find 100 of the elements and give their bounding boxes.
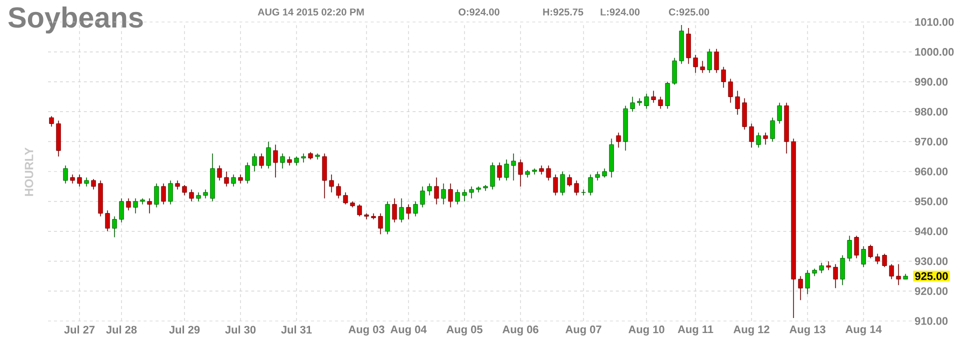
x-tick-label: Aug 14 xyxy=(846,326,882,336)
candlestick xyxy=(266,141,271,169)
candlestick xyxy=(469,186,474,199)
candlestick xyxy=(588,174,593,196)
x-tick-label: Aug 10 xyxy=(628,326,664,336)
y-tick-label: 930.00 xyxy=(914,257,948,266)
chart-title: Soybeans xyxy=(8,6,143,34)
x-tick-label: Aug 13 xyxy=(790,326,826,336)
y-tick-label: 990.00 xyxy=(914,78,948,86)
chart-subtitle: AUG 14 2015 02:20 PM xyxy=(258,8,364,16)
candlestick xyxy=(700,60,705,74)
text: 925.00 xyxy=(915,272,948,280)
candlestick xyxy=(721,66,726,88)
candlestick xyxy=(735,90,740,116)
candlestick xyxy=(217,165,222,181)
candlestick xyxy=(231,174,236,187)
candlestick xyxy=(644,93,649,110)
x-tick-label: Aug 12 xyxy=(734,326,770,336)
y-tick-label: 980.00 xyxy=(914,108,948,116)
candlestick xyxy=(420,186,425,208)
candlestick xyxy=(133,198,138,214)
candlestick xyxy=(714,48,719,74)
candlestick xyxy=(455,189,460,205)
candlestick xyxy=(637,98,642,106)
candlestick xyxy=(847,235,852,262)
text: L:924.00 xyxy=(600,8,640,16)
x-tick-label: Jul 29 xyxy=(169,326,200,334)
candlestick xyxy=(462,189,467,202)
candlestick xyxy=(504,159,509,181)
candlestick xyxy=(658,96,663,110)
candlestick xyxy=(742,98,747,130)
text: H:925.75 xyxy=(543,8,584,16)
x-tick-label: Jul 27 xyxy=(64,326,95,334)
candlestick xyxy=(168,180,173,205)
candlestick xyxy=(301,153,306,163)
candlestick xyxy=(378,212,383,235)
candlestick xyxy=(553,174,558,196)
candlestick xyxy=(126,198,131,211)
candlestick xyxy=(777,102,782,124)
candlestick xyxy=(567,174,572,187)
candlestick xyxy=(826,260,831,271)
candlestick xyxy=(581,189,586,196)
x-tick-label: Aug 03 xyxy=(348,326,384,336)
x-tick-label: Aug 07 xyxy=(566,326,602,336)
candlestick xyxy=(91,178,96,190)
x-tick-label: Jul 31 xyxy=(281,326,312,334)
candlestick xyxy=(448,183,453,208)
candlestick xyxy=(770,117,775,142)
candlestick xyxy=(511,153,516,181)
candlestick xyxy=(840,254,845,286)
x-tick-label: Jul 30 xyxy=(225,326,256,334)
candlestick xyxy=(322,153,327,199)
y-tick-label: 960.00 xyxy=(914,168,948,176)
candlestick xyxy=(399,198,404,223)
candlestick xyxy=(189,189,194,202)
candlestick xyxy=(77,174,82,187)
candlestick xyxy=(651,90,656,104)
text: C:925.00 xyxy=(668,8,710,16)
candlestick xyxy=(497,162,502,181)
x-tick-label: Jul 28 xyxy=(106,326,137,334)
candlestick xyxy=(154,183,159,208)
x-tick-label: Aug 05 xyxy=(446,326,482,336)
candlestick xyxy=(756,132,761,148)
x-tick-label: Aug 11 xyxy=(678,326,714,336)
candlestick xyxy=(574,180,579,196)
candlestick xyxy=(406,204,411,220)
candlestick xyxy=(490,162,495,190)
candlestick xyxy=(273,144,278,178)
candlestick xyxy=(343,192,348,205)
candlestick xyxy=(49,116,54,128)
candlestick xyxy=(119,198,124,223)
text: O:924.00 xyxy=(458,8,500,16)
candlestick xyxy=(147,198,152,214)
candlestick xyxy=(63,165,68,184)
candlestick xyxy=(749,123,754,148)
candlestick xyxy=(630,96,635,112)
candlestick xyxy=(882,253,887,268)
candlestick xyxy=(833,264,838,289)
candlestick xyxy=(665,81,670,110)
candlestick xyxy=(798,276,803,300)
candlestick xyxy=(259,153,264,169)
y-tick-label: 970.00 xyxy=(914,138,948,146)
candlestick xyxy=(861,246,866,268)
candlestick xyxy=(245,162,250,184)
candlestick xyxy=(336,183,341,199)
candlestick xyxy=(329,174,334,193)
y-tick-label: 920.00 xyxy=(914,287,948,295)
candlestick xyxy=(693,54,698,74)
candlestick xyxy=(819,262,824,274)
candlestick xyxy=(868,244,873,259)
candlestick xyxy=(252,153,257,172)
candlestick xyxy=(392,198,397,223)
candlestick xyxy=(875,253,880,265)
candlestick xyxy=(161,183,166,205)
x-tick-label: Aug 06 xyxy=(502,326,538,336)
candlestick xyxy=(805,270,810,294)
candlestick xyxy=(686,28,691,64)
candlestick xyxy=(763,132,768,145)
candlestick xyxy=(889,264,894,280)
candlestick xyxy=(357,204,362,217)
